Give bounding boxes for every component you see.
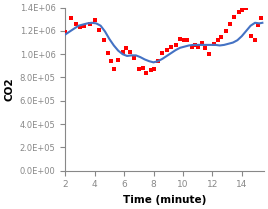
Point xyxy=(128,50,132,54)
Point xyxy=(207,52,211,56)
Point xyxy=(144,71,148,74)
Point xyxy=(173,43,178,47)
Point xyxy=(185,39,189,42)
Point xyxy=(169,46,173,49)
Point xyxy=(148,69,153,72)
Y-axis label: CO2: CO2 xyxy=(4,77,14,101)
Point xyxy=(256,23,260,27)
Point xyxy=(106,51,110,55)
Point xyxy=(109,60,113,63)
Point xyxy=(228,22,232,26)
Point xyxy=(132,56,137,59)
Point xyxy=(69,17,73,20)
Point xyxy=(237,11,241,14)
Point xyxy=(121,50,125,54)
Point xyxy=(112,68,116,71)
Point xyxy=(259,17,263,20)
Point xyxy=(92,19,97,22)
Point xyxy=(219,35,223,38)
Point xyxy=(124,47,128,50)
Point xyxy=(190,46,194,49)
Point xyxy=(160,51,165,55)
Point xyxy=(182,39,187,42)
Point xyxy=(97,28,101,31)
Point xyxy=(253,39,257,42)
Point xyxy=(88,22,92,26)
Point xyxy=(101,39,106,42)
Point xyxy=(212,42,216,45)
Point xyxy=(224,29,228,33)
Point xyxy=(232,15,237,19)
Point xyxy=(248,34,253,37)
Point xyxy=(116,58,120,62)
Point xyxy=(82,25,87,28)
Point xyxy=(244,6,248,9)
Point xyxy=(200,41,204,44)
Point xyxy=(196,46,200,49)
Point xyxy=(137,68,141,71)
Point xyxy=(165,48,169,51)
Point xyxy=(216,39,220,42)
Point xyxy=(178,37,182,41)
Point xyxy=(203,47,207,50)
X-axis label: Time (minute): Time (minute) xyxy=(123,195,206,205)
Point xyxy=(151,68,156,71)
Point xyxy=(78,26,82,29)
Point xyxy=(193,43,197,47)
Point xyxy=(240,8,244,12)
Point xyxy=(63,31,68,34)
Point xyxy=(73,22,78,26)
Point xyxy=(141,66,146,70)
Point xyxy=(156,60,160,63)
